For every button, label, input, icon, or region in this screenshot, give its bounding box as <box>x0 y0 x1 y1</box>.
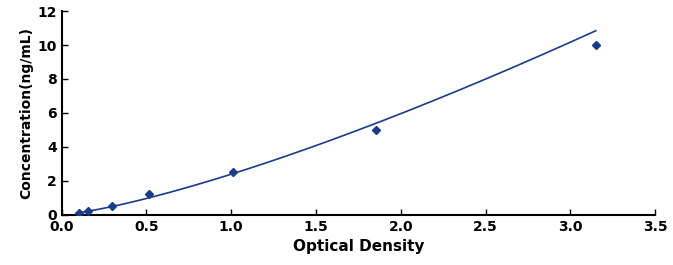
Y-axis label: Concentration(ng/mL): Concentration(ng/mL) <box>19 27 33 199</box>
X-axis label: Optical Density: Optical Density <box>293 239 424 254</box>
